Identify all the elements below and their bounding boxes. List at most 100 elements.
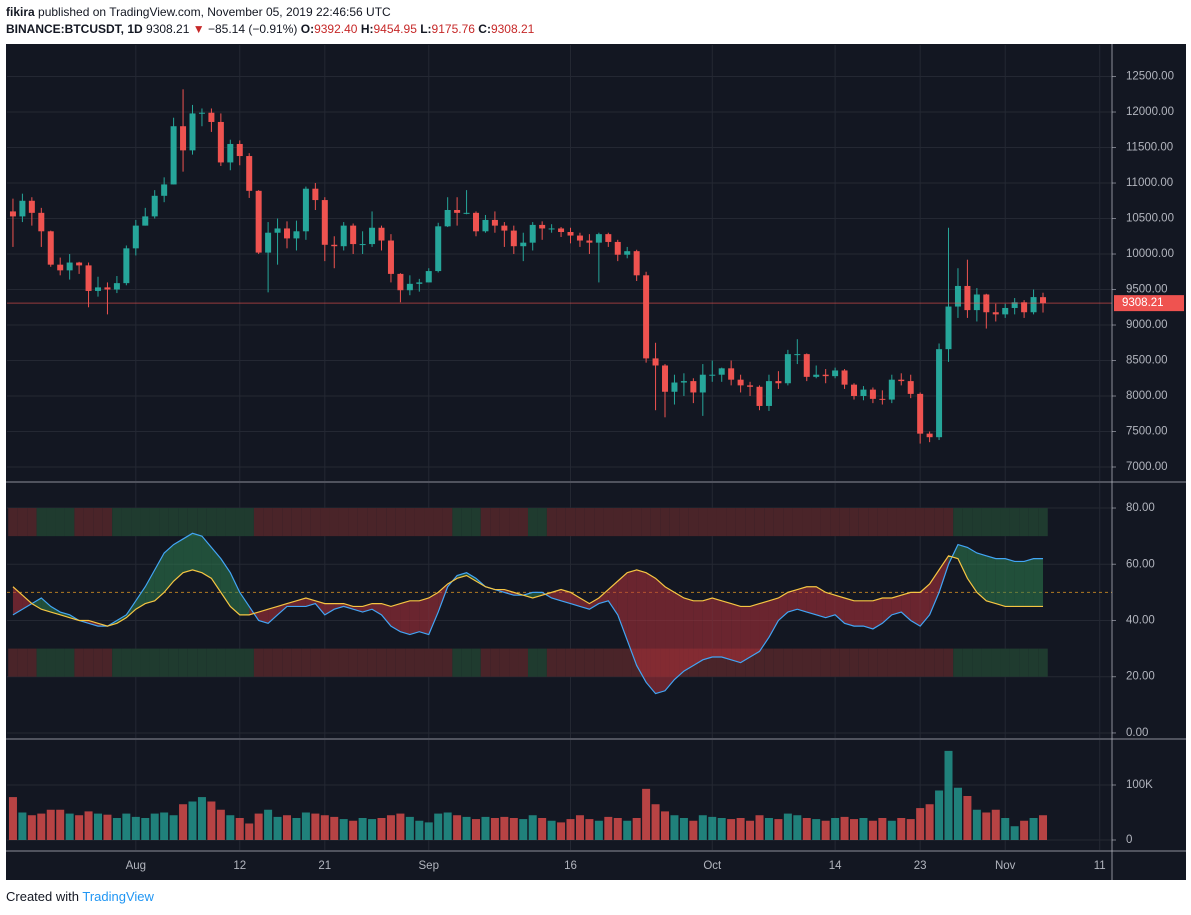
y-tick-label: 0 — [1126, 834, 1132, 846]
zone-band — [868, 508, 878, 537]
volume-bar — [991, 809, 1000, 840]
oscillator-fill — [740, 606, 751, 663]
oscillator-fill — [343, 603, 354, 610]
candle-body — [331, 244, 338, 247]
y-tick-label: 8000.00 — [1126, 390, 1168, 402]
zone-band — [112, 508, 122, 537]
volume-bar — [235, 817, 244, 840]
zone-band — [546, 508, 557, 537]
zone-band — [726, 508, 736, 537]
x-tick-label: 21 — [318, 860, 331, 872]
volume-bar — [301, 812, 310, 840]
zone-band — [820, 508, 831, 537]
zone-band — [55, 508, 65, 537]
candle-body — [482, 219, 489, 232]
volume-bar — [736, 817, 745, 840]
volume-bar — [150, 813, 159, 840]
volume-bar — [273, 816, 282, 840]
candle-body — [690, 381, 697, 393]
zone-band — [924, 648, 935, 677]
zone-band — [83, 508, 94, 537]
l-value: 9175.76 — [431, 22, 475, 36]
zone-band — [754, 508, 765, 537]
volume-bar — [670, 815, 679, 840]
oscillator-fill — [334, 603, 344, 610]
last-price-box — [1114, 295, 1184, 312]
oscillator-fill — [986, 555, 996, 604]
volume-bar — [783, 813, 792, 840]
zone-band — [253, 648, 264, 677]
zone-band — [839, 648, 850, 677]
zone-band — [830, 508, 840, 537]
candle-body — [369, 227, 376, 245]
oscillator-fill — [1005, 558, 1015, 607]
volume-bar — [320, 815, 329, 840]
volume-bar — [188, 801, 197, 840]
volume-bar — [812, 819, 821, 840]
candle-body — [520, 242, 527, 247]
zone-band — [509, 648, 519, 677]
oscillator-fill — [523, 592, 533, 598]
zone-band — [348, 648, 358, 677]
candle-body — [350, 225, 357, 245]
zone-band — [820, 648, 831, 677]
volume-bar — [245, 823, 254, 840]
zone-band — [367, 648, 377, 677]
zone-band — [792, 508, 803, 537]
candle-body — [1040, 297, 1047, 304]
price: 9308.21 — [146, 22, 190, 36]
volume-bar — [122, 813, 131, 840]
zone-band — [1009, 508, 1020, 537]
candle-body — [576, 235, 583, 241]
y-tick-label: 9000.00 — [1126, 319, 1168, 331]
oscillator-fill — [409, 600, 420, 635]
volume-bar — [906, 819, 915, 840]
oscillator-fill — [201, 536, 212, 579]
volume-bar — [462, 816, 471, 840]
candle-body — [709, 374, 716, 376]
volume-bar — [443, 812, 452, 840]
volume-bar — [982, 812, 991, 840]
zone-band — [783, 508, 793, 537]
candle-body — [76, 262, 83, 266]
volume-bar — [207, 801, 216, 840]
volume-bar — [575, 815, 584, 840]
oscillator-fill — [617, 572, 628, 641]
volume-bar — [179, 804, 188, 840]
zone-band — [716, 648, 727, 677]
oscillator-fill — [665, 586, 675, 691]
candle-body — [973, 294, 980, 311]
y-tick-label: 11000.00 — [1126, 177, 1173, 189]
zone-band — [613, 648, 623, 677]
oscillator-fill — [825, 592, 836, 618]
candle-body — [491, 219, 498, 226]
chart: 7000.00 7500.00 8000.00 8500.00 9000.00 9500.… — [6, 44, 1186, 880]
zone-band — [46, 648, 56, 677]
volume-bar — [708, 816, 717, 840]
created-with: Created with — [6, 889, 79, 904]
oscillator-fill — [116, 614, 127, 624]
volume-bar — [613, 817, 622, 840]
volume-bar — [1010, 826, 1019, 840]
oscillator-line — [12, 555, 1044, 627]
zone-band — [707, 648, 717, 677]
oscillator-fill — [532, 592, 543, 598]
zone-band — [272, 508, 283, 537]
candle-body — [888, 379, 895, 400]
zone-band — [405, 508, 415, 537]
zone-band — [83, 648, 94, 677]
zone-band — [338, 648, 349, 677]
oscillator-fill — [910, 592, 921, 627]
oscillator-fill — [712, 597, 722, 658]
volume-bar — [415, 820, 424, 840]
volume-bar — [490, 817, 499, 840]
zone-band — [773, 648, 784, 677]
zone-band — [8, 508, 18, 537]
zone-band — [622, 508, 632, 537]
zone-band — [1000, 648, 1010, 677]
candle-body — [558, 228, 565, 233]
zone-band — [877, 648, 888, 677]
y-tick-label: 0.00 — [1126, 727, 1148, 739]
zone-band — [565, 648, 576, 677]
oscillator-fill — [570, 592, 580, 607]
